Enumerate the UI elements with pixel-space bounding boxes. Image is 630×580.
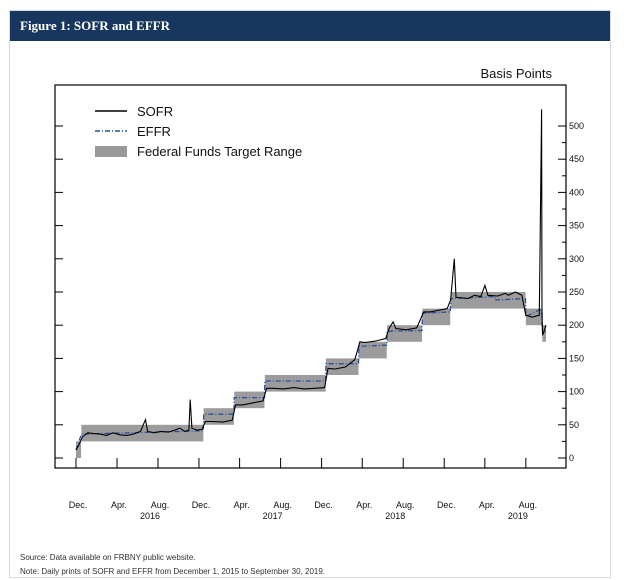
figure-notes: Source: Data available on FRBNY public w…	[20, 551, 610, 579]
y-tick-label: 100	[569, 387, 584, 397]
target-range-band	[264, 375, 326, 392]
figure-header: Figure 1: SOFR and EFFR	[10, 11, 610, 41]
target-range-band	[234, 391, 265, 409]
x-tick-label: Apr.	[111, 500, 127, 510]
source-note: Source: Data available on FRBNY public w…	[20, 553, 196, 562]
y-tick-label: 200	[569, 320, 584, 330]
x-tick-label: Aug.	[396, 500, 415, 510]
y-tick-label: 500	[569, 121, 584, 131]
legend-swatch-range	[95, 146, 127, 157]
y-tick-label: 0	[569, 453, 574, 463]
figure-title: Figure 1: SOFR and EFFR	[20, 18, 170, 33]
y-tick-label: 450	[569, 154, 584, 164]
x-tick-label: Dec.	[437, 500, 456, 510]
target-range-layer	[76, 292, 546, 458]
target-range-band	[76, 441, 82, 458]
x-tick-label: Dec.	[69, 500, 88, 510]
effr-layer	[75, 295, 546, 451]
sofr-layer	[75, 109, 547, 451]
x-tick-label: Apr.	[356, 500, 372, 510]
x-axis: Dec. Apr. Aug. Dec. Apr. Aug. Dec. Apr. Aug. Dec.…	[69, 458, 537, 521]
effr-series-line	[75, 295, 546, 451]
y-axis-label: Basis Points	[480, 66, 552, 81]
legend-label: EFFR	[137, 124, 171, 139]
target-range-band	[203, 408, 234, 425]
target-range-band	[387, 325, 423, 342]
chart: 0 50 100 150 200 250 300 350 400 450 500 Dec. Apr. A…	[54, 66, 584, 521]
footnote: Note: Daily prints of SOFR and EFFR from…	[20, 567, 326, 576]
y-tick-label: 150	[569, 353, 584, 363]
x-tick-label: Aug.	[151, 500, 170, 510]
x-tick-label: Dec.	[314, 500, 333, 510]
target-range-band	[542, 325, 546, 342]
x-year-label: 2017	[263, 511, 283, 521]
x-year-label: 2016	[140, 511, 160, 521]
legend-label: SOFR	[137, 104, 173, 119]
legend: SOFR EFFR Federal Funds Target Range	[95, 104, 302, 159]
y-tick-label: 50	[569, 420, 579, 430]
plot-frame	[54, 84, 567, 469]
sofr-series-line	[75, 109, 547, 451]
plot-border	[54, 84, 567, 469]
target-range-band	[358, 341, 387, 359]
legend-label: Federal Funds Target Range	[137, 144, 302, 159]
x-tick-label: Apr.	[479, 500, 495, 510]
y-axis: 0 50 100 150 200 250 300 350 400 450 500	[55, 121, 584, 463]
y-tick-label: 350	[569, 221, 584, 231]
y-tick-label: 400	[569, 187, 584, 197]
x-year-label: 2019	[508, 511, 528, 521]
y-tick-label: 300	[569, 254, 584, 264]
x-tick-label: Dec.	[192, 500, 211, 510]
target-range-band	[450, 292, 526, 309]
x-year-label: 2018	[385, 511, 405, 521]
x-tick-label: Aug.	[519, 500, 538, 510]
y-tick-label: 250	[569, 287, 584, 297]
x-tick-label: Aug.	[273, 500, 292, 510]
x-tick-label: Apr.	[234, 500, 250, 510]
